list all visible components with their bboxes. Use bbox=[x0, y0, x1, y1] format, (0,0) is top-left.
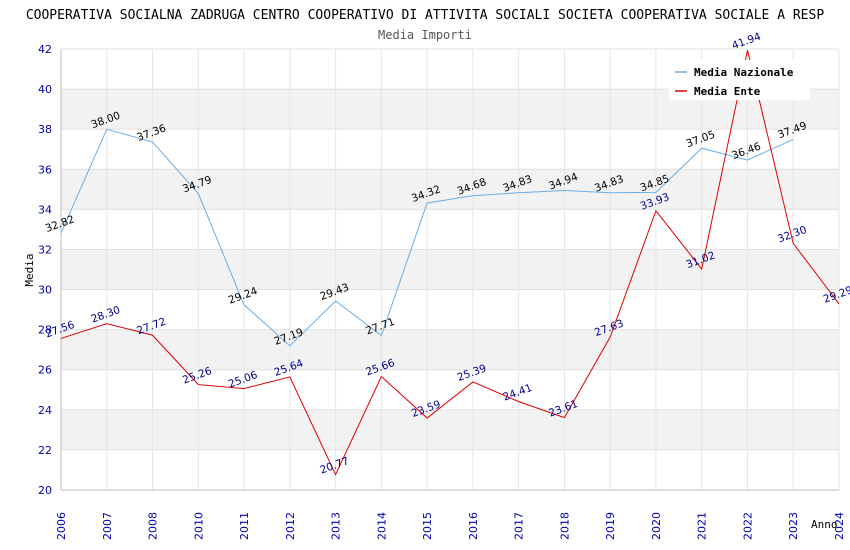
series-line bbox=[60, 128, 794, 347]
y-tick-label: 42 bbox=[38, 43, 52, 56]
legend-entry: Media Ente bbox=[694, 85, 761, 98]
y-tick-label: 24 bbox=[38, 404, 52, 417]
y-tick-label: 38 bbox=[38, 123, 52, 136]
x-tick-label: 2012 bbox=[284, 512, 297, 540]
y-tick-label: 20 bbox=[38, 484, 52, 497]
x-tick-label: 2018 bbox=[558, 512, 571, 540]
y-tick-label: 26 bbox=[38, 364, 52, 377]
x-tick-label: 2016 bbox=[467, 512, 480, 540]
x-tick-label: 2024 bbox=[833, 512, 846, 540]
y-tick-label: 34 bbox=[38, 203, 52, 216]
plot-band bbox=[61, 169, 839, 210]
x-tick-label: 2019 bbox=[604, 512, 617, 540]
x-tick-label: 2015 bbox=[421, 512, 434, 540]
plot-band bbox=[61, 289, 839, 330]
plot-band bbox=[61, 249, 839, 290]
chart-subtitle: Media Importi bbox=[378, 28, 472, 42]
x-tick-label: 2021 bbox=[696, 512, 709, 540]
x-tick-label: 2008 bbox=[147, 512, 160, 540]
y-axis-label: Media bbox=[23, 253, 36, 286]
x-tick-label: 2007 bbox=[101, 512, 114, 540]
x-tick-label: 2020 bbox=[650, 512, 663, 540]
legend: Media Nazionale Media Ente bbox=[669, 60, 810, 100]
plot-band bbox=[61, 329, 839, 370]
plot-band bbox=[61, 369, 839, 410]
plot-band bbox=[61, 409, 839, 450]
gridlines bbox=[60, 48, 840, 491]
x-tick-label: 2014 bbox=[375, 512, 388, 540]
x-tick-label: 2013 bbox=[330, 512, 343, 540]
x-tick-label: 2011 bbox=[238, 512, 251, 540]
x-axis-label: Anno bbox=[811, 518, 838, 531]
y-tick-label: 32 bbox=[38, 243, 52, 256]
x-tick-label: 2006 bbox=[55, 512, 68, 540]
series-line bbox=[60, 50, 840, 476]
y-tick-label: 30 bbox=[38, 284, 52, 297]
x-tick-label: 2022 bbox=[741, 512, 754, 540]
chart-title: COOPERATIVA SOCIALNA ZADRUGA CENTRO COOP… bbox=[26, 8, 824, 23]
axes bbox=[60, 49, 839, 491]
x-tick-label: 2010 bbox=[192, 512, 205, 540]
y-tick-labels: 20 22 24 26 28 30 32 34 36 38 40 42 bbox=[38, 43, 52, 497]
plot-band bbox=[61, 209, 839, 250]
y-tick-label: 22 bbox=[38, 444, 52, 457]
y-tick-label: 28 bbox=[38, 324, 52, 337]
x-tick-label: 2023 bbox=[787, 512, 800, 540]
y-tick-label: 36 bbox=[38, 163, 52, 176]
plot-band bbox=[61, 129, 839, 170]
y-tick-label: 40 bbox=[38, 83, 52, 96]
x-tick-labels: 2006 2007 2008 2010 2011 2012 2013 2014 2015 2016… bbox=[55, 512, 846, 540]
series-lines bbox=[60, 50, 840, 476]
plot-bands bbox=[61, 49, 839, 490]
legend-entry: Media Nazionale bbox=[694, 66, 794, 79]
plot-band bbox=[61, 449, 839, 490]
x-tick-label: 2017 bbox=[513, 512, 526, 540]
legend-box bbox=[669, 60, 810, 100]
